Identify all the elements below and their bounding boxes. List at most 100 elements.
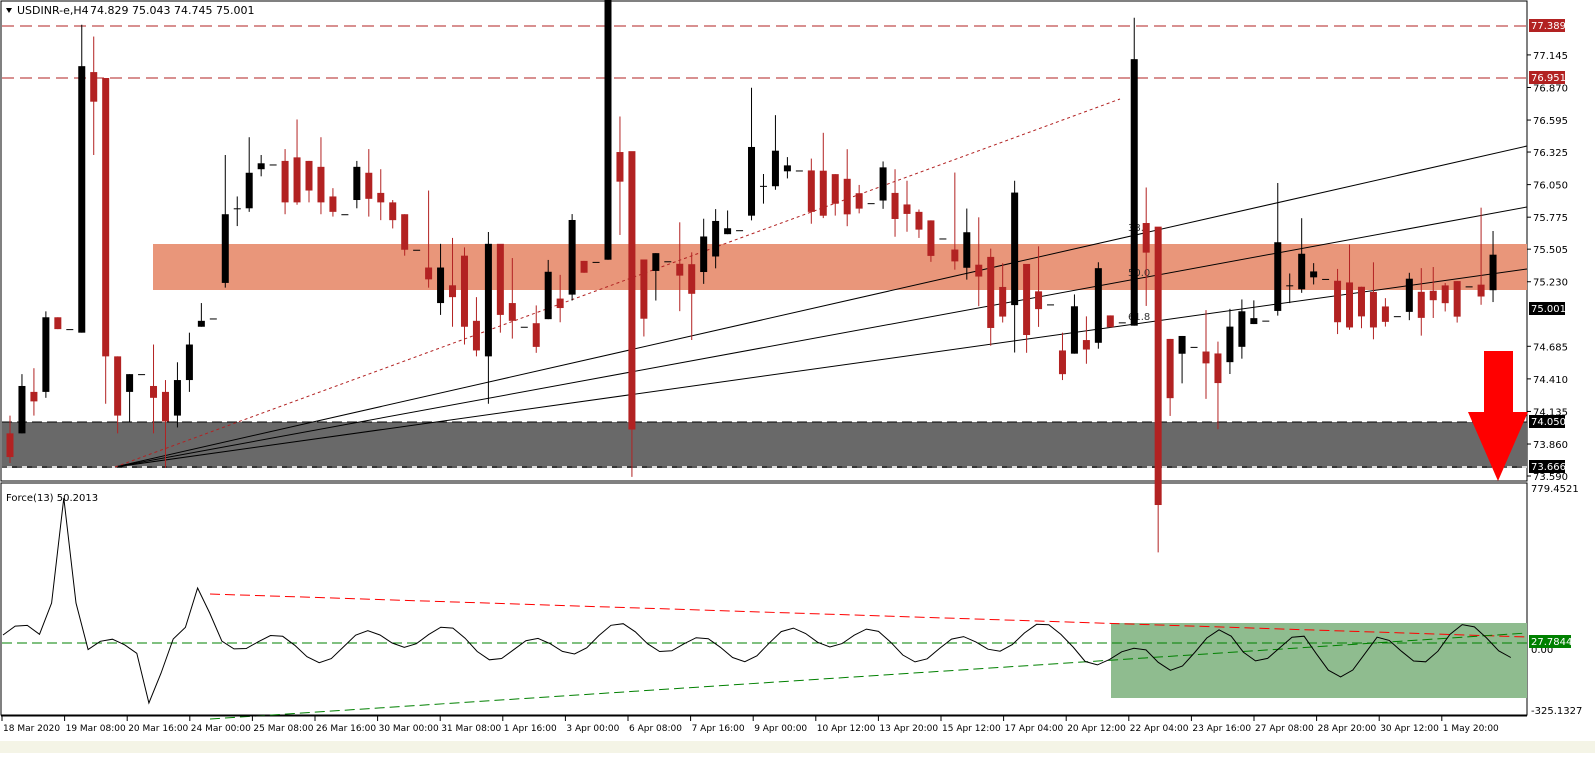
candle-body xyxy=(102,78,110,357)
candle-body xyxy=(78,66,86,333)
candle-body xyxy=(1465,286,1473,288)
time-tick-label: 7 Apr 16:00 xyxy=(692,724,745,734)
time-axis: 18 Mar 2020 19 Mar 08:00 20 Mar 16:00 24 Ma… xyxy=(1,715,1527,734)
candle-body xyxy=(1094,268,1102,343)
candle-body xyxy=(1322,278,1330,280)
candle-body xyxy=(1310,271,1318,278)
candle-body xyxy=(676,263,684,276)
price-tick-label: 75.230 xyxy=(1533,278,1568,289)
time-tick-label: 22 Apr 04:00 xyxy=(1130,724,1189,734)
price-tick-label: 77.145 xyxy=(1533,51,1568,62)
candle-body xyxy=(401,214,409,250)
force-green-trendline xyxy=(209,632,1528,720)
time-tick-label: 1 Apr 16:00 xyxy=(504,724,557,734)
candle-body xyxy=(963,232,971,268)
candle-body xyxy=(867,203,875,205)
time-tick-label: 3 Apr 00:00 xyxy=(566,724,619,734)
candle-body xyxy=(1405,278,1413,312)
support-bottom-bg xyxy=(1529,460,1565,473)
candle-body xyxy=(305,160,313,191)
candle-body xyxy=(1011,192,1019,306)
candle-body xyxy=(472,320,480,351)
candle-body xyxy=(150,385,158,398)
price-tick-label: 76.325 xyxy=(1533,148,1568,159)
candle-body xyxy=(807,170,815,212)
candle-body xyxy=(1369,291,1377,328)
force-red-trendline xyxy=(209,593,1528,638)
price-tick-label: 75.505 xyxy=(1533,245,1568,256)
time-tick-label: 25 Mar 08:00 xyxy=(253,724,313,734)
time-tick-label: 17 Apr 04:00 xyxy=(1005,724,1064,734)
fib-label-61-8: 61.8 xyxy=(1128,312,1150,323)
triangle-down-icon[interactable] xyxy=(6,8,12,13)
candle-body xyxy=(221,214,229,283)
candle-body xyxy=(1118,322,1126,324)
candle-body xyxy=(712,220,720,257)
candle-body xyxy=(1417,291,1425,318)
symbol-label: USDINR-e,H4 xyxy=(17,4,89,17)
candle-body xyxy=(891,192,899,219)
candle-body xyxy=(437,267,445,304)
price-tick-label: 74.685 xyxy=(1533,342,1568,353)
candle-body xyxy=(640,259,648,319)
price-tick-label: 75.775 xyxy=(1533,213,1568,224)
price-tick-label: 74.135 xyxy=(1533,407,1568,418)
force-current-label: 27.7844 xyxy=(1531,637,1572,648)
candle-body xyxy=(1154,226,1162,506)
time-tick-label: 18 Mar 2020 xyxy=(3,724,60,734)
candle-body xyxy=(1477,284,1485,297)
candle-body xyxy=(748,146,756,216)
candle-body xyxy=(1250,318,1258,325)
trend-dotted-line xyxy=(114,98,1121,468)
force-green-zone xyxy=(1111,623,1527,698)
candle-body xyxy=(90,72,98,102)
candle-body xyxy=(903,204,911,214)
candle-body xyxy=(425,267,433,280)
candle-body xyxy=(389,202,397,221)
time-tick-label: 20 Apr 12:00 xyxy=(1067,724,1126,734)
force-zero-label: 0.00 xyxy=(1531,645,1553,656)
candle-body xyxy=(353,166,361,201)
fib-fan-50-0-line xyxy=(114,206,1528,468)
candle-body xyxy=(1082,340,1090,350)
level-label-top: 77.389 xyxy=(1531,21,1566,32)
candle-body xyxy=(604,0,612,260)
candle-body xyxy=(138,374,146,376)
time-tick-label: 19 Mar 08:00 xyxy=(66,724,126,734)
candle-body xyxy=(1334,280,1342,323)
price-axis: 77.145 76.870 76.595 76.325 76.050 75.775 75.5… xyxy=(1527,51,1568,483)
fib-label-38-2: 38.2 xyxy=(1128,223,1150,234)
down-arrow-icon xyxy=(1468,351,1528,481)
support-top-label: 74.050 xyxy=(1531,417,1566,428)
candle-body xyxy=(66,329,74,331)
candle-body xyxy=(580,260,588,273)
candle-body xyxy=(700,236,708,273)
candle-body xyxy=(532,323,540,347)
candle-body xyxy=(819,170,827,216)
candle-body xyxy=(449,285,457,298)
support-top-bg xyxy=(1529,415,1565,428)
candle-body xyxy=(1298,253,1306,290)
candle-body xyxy=(42,317,50,392)
status-strip xyxy=(0,741,1595,753)
candle-body xyxy=(54,317,62,330)
candle-body xyxy=(1274,242,1282,311)
candle-body xyxy=(281,160,289,203)
level-label-bg-upper xyxy=(1529,71,1565,84)
force-axis-max: 779.4521 xyxy=(1531,484,1579,495)
candle-body xyxy=(520,326,528,328)
candle-body xyxy=(975,264,983,277)
candle-body xyxy=(1357,286,1365,317)
candle-body xyxy=(30,391,38,402)
force-title: Force(13) 50.2013 xyxy=(6,493,98,504)
ohlc-label: 74.829 75.043 74.745 75.001 xyxy=(90,4,254,17)
candlestick-series xyxy=(6,0,1497,553)
candle-body xyxy=(365,172,373,199)
candle-body xyxy=(783,165,791,172)
candle-body xyxy=(652,253,660,271)
candle-body xyxy=(592,261,600,263)
candle-body xyxy=(688,264,696,294)
candle-body xyxy=(1070,306,1078,354)
